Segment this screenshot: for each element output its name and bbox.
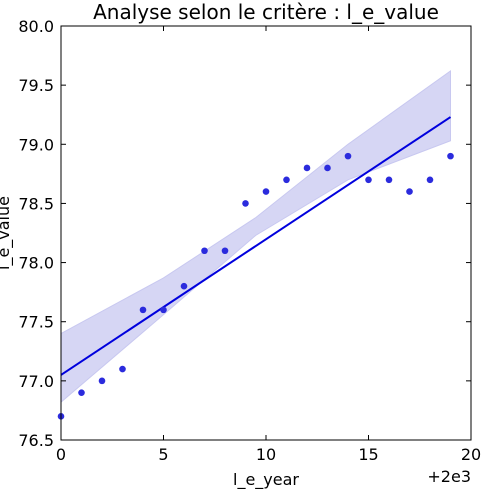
data-point [221, 247, 229, 255]
y-axis-label: l_e_value [0, 196, 14, 270]
data-point [385, 176, 393, 184]
y-tick-label: 79.0 [18, 135, 54, 154]
data-point [160, 306, 167, 314]
data-point [303, 164, 311, 172]
x-tick-label: 0 [56, 445, 66, 464]
regression-line [60, 116, 452, 376]
x-axis-label: l_e_year [233, 470, 299, 490]
data-point [365, 176, 372, 184]
y-tick-label: 80.0 [18, 17, 54, 36]
y-tick-label: 78.5 [18, 194, 54, 213]
data-point [78, 389, 85, 396]
chart-title: Analyse selon le critère : l_e_value [93, 0, 439, 24]
data-point [447, 152, 454, 160]
x-tick-label: 10 [256, 445, 276, 464]
y-tick-label: 77.5 [18, 313, 54, 332]
y-tick-label: 77.0 [18, 372, 54, 391]
regression-line-layer [60, 116, 452, 376]
data-point [242, 200, 249, 207]
y-tick-label: 79.5 [18, 76, 54, 95]
y-axis-ticks: 76.5 77.0 77.5 78.0 78.5 79.0 79.5 80.0 [18, 17, 471, 450]
x-axis-ticks: 0 5 10 15 20 [56, 26, 481, 464]
data-point [344, 152, 352, 160]
x-tick-label: 5 [158, 445, 168, 464]
data-point [98, 377, 106, 385]
data-point [180, 282, 188, 290]
data-point [406, 188, 413, 195]
confidence-band-layer [60, 69, 451, 404]
x-tick-label: 20 [461, 445, 481, 464]
data-point [139, 306, 147, 314]
confidence-band [60, 69, 451, 404]
plot-area-frame [60, 25, 472, 441]
y-tick-label: 78.0 [18, 254, 54, 273]
data-point [262, 188, 270, 195]
y-tick-label: 76.5 [18, 431, 54, 450]
data-point [283, 176, 290, 184]
x-axis-offset-label: +2e3 [427, 467, 471, 486]
data-point [201, 247, 208, 255]
data-point [324, 164, 331, 172]
data-point [119, 365, 126, 373]
data-point [426, 176, 434, 184]
x-tick-label: 15 [358, 445, 378, 464]
data-points-layer [57, 152, 454, 420]
